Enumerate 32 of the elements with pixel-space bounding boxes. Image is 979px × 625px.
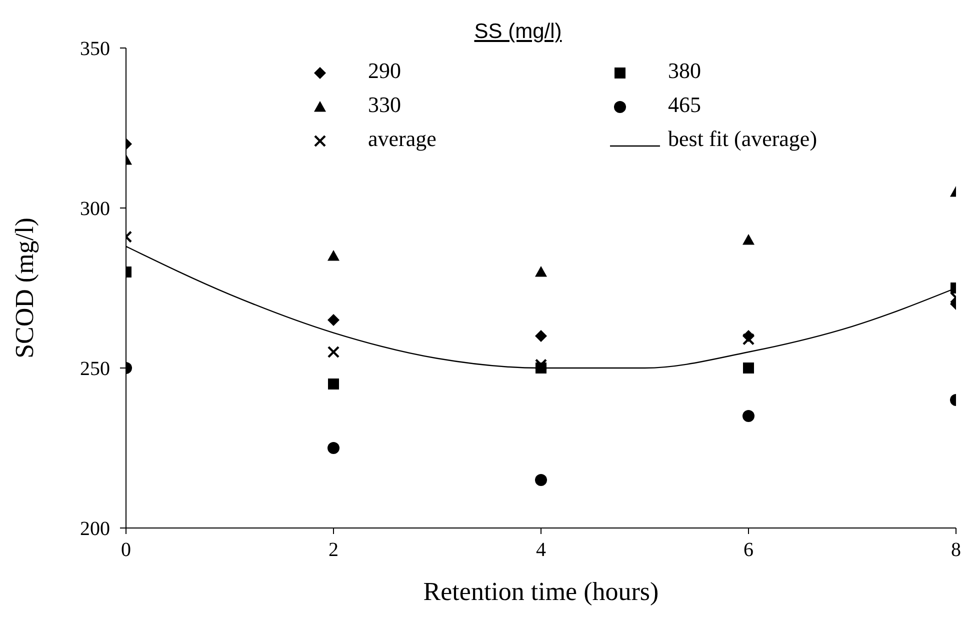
legend-label: best fit (average) <box>668 126 818 152</box>
point <box>535 330 547 342</box>
y-tick-label: 200 <box>80 518 110 540</box>
x-axis-title: Retention time (hours) <box>423 577 659 606</box>
legend-title: SS (mg/l) <box>473 20 563 44</box>
x-tick-label: 4 <box>536 539 546 562</box>
legend-label: 380 <box>668 58 701 84</box>
point <box>535 474 547 486</box>
x-tick-label: 6 <box>744 539 754 562</box>
y-tick-label: 350 <box>80 38 110 60</box>
point <box>743 362 754 374</box>
point <box>534 358 548 371</box>
legend-label: average <box>368 126 436 152</box>
y-axis-title: SCOD (mg/l) <box>10 218 40 358</box>
x-tick-label: 8 <box>951 539 961 562</box>
x-tick-label: 0 <box>121 539 131 562</box>
legend-label: 290 <box>368 58 401 84</box>
point <box>742 330 754 342</box>
point <box>742 333 755 346</box>
point <box>328 378 339 390</box>
point <box>328 250 340 261</box>
legend-label: 330 <box>368 92 401 118</box>
point <box>328 314 340 326</box>
point <box>535 266 547 277</box>
point <box>328 442 340 454</box>
point <box>742 410 754 422</box>
point <box>327 346 340 358</box>
legend-label: 465 <box>668 92 701 118</box>
x-tick-label: 2 <box>328 539 338 562</box>
y-tick-label: 300 <box>80 198 110 220</box>
y-tick-label: 250 <box>80 358 110 380</box>
point <box>742 234 754 245</box>
